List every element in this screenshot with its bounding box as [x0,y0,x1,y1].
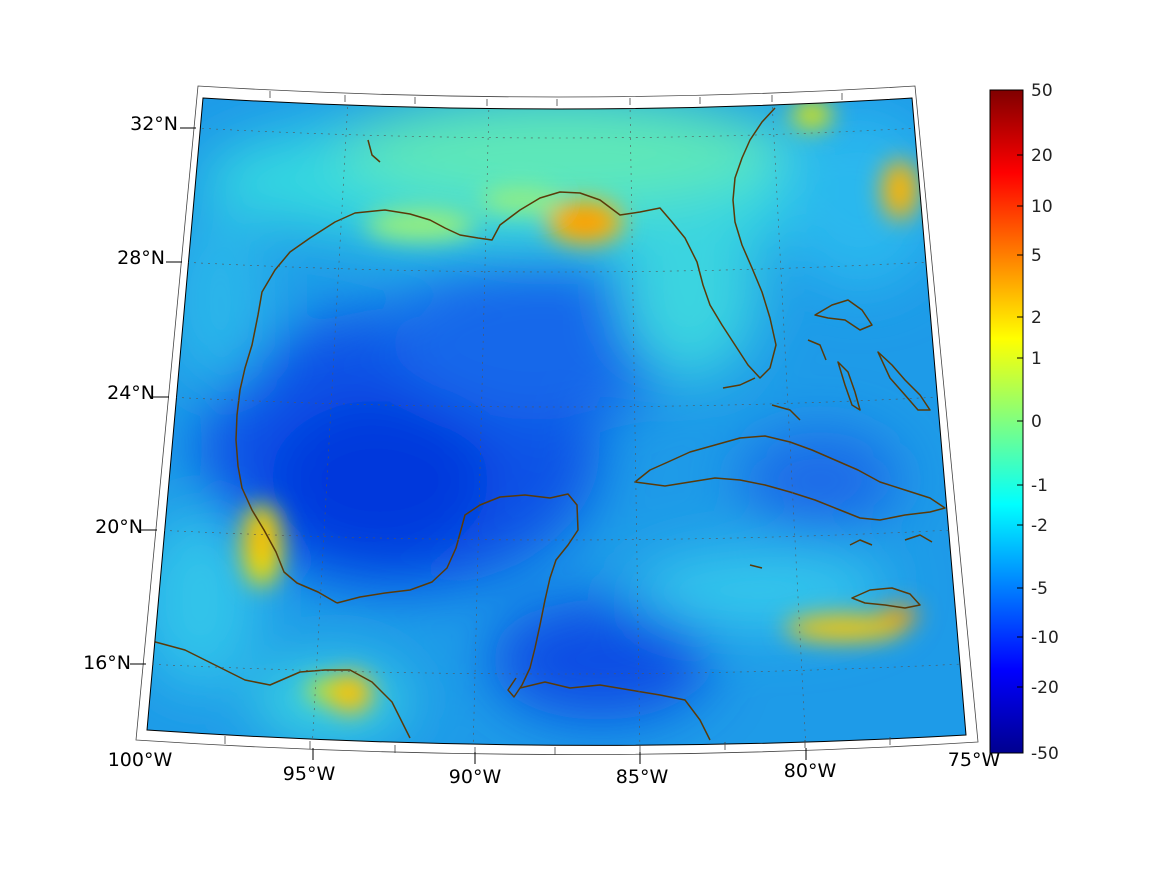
map-frame [135,85,979,755]
lon-label: 85°W [616,766,669,788]
graticule [147,99,963,746]
colorbar-label: 10 [1031,197,1053,217]
cuba-coastline [634,435,946,521]
colorbar-label: 20 [1031,146,1053,166]
lon-label: 100°W [108,749,173,771]
gulf-coastline [235,107,777,604]
colorbar-label: -2 [1031,516,1048,536]
colorbar-label: -10 [1031,628,1059,648]
colorbar-label: -20 [1031,678,1059,698]
central-america-coastline [147,639,411,739]
colorbar-label: 0 [1031,412,1042,432]
colorbar-label: 5 [1031,246,1042,266]
colorbar-label: -1 [1031,476,1048,496]
lat-label: 24°N [107,382,155,404]
lon-label: 90°W [449,766,502,788]
lon-labels: 100°W 95°W 90°W 85°W 80°W 75°W [108,749,1001,788]
colorbar-label: -5 [1031,579,1048,599]
lat-label: 20°N [95,516,143,538]
lat-label: 28°N [117,247,165,269]
lat-labels: 32°N 28°N 24°N 20°N 16°N [83,113,178,674]
lon-label: 80°W [784,760,837,782]
lat-label: 32°N [130,113,178,135]
jamaica-coastline [851,587,921,609]
lat-label: 16°N [83,652,131,674]
lon-label: 95°W [283,763,336,785]
axis-ticks [130,127,807,764]
data-field [147,98,966,746]
yucatan-coastline [336,493,579,698]
coastlines [147,107,946,741]
colorbar: 50 20 10 5 2 1 0 -1 -2 -5 -10 -20 -50 [989,81,1059,764]
colorbar-label: 1 [1031,349,1042,369]
colorbar-label: 2 [1031,308,1042,328]
colorbar-label: 50 [1031,81,1053,101]
lon-label: 75°W [948,749,1001,771]
colorbar-label: -50 [1031,744,1059,764]
